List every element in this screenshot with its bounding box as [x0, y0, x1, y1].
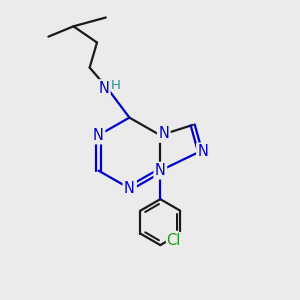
- Text: N: N: [92, 128, 103, 143]
- Text: N: N: [198, 144, 208, 159]
- Text: N: N: [158, 126, 169, 141]
- Text: N: N: [98, 81, 109, 96]
- Text: N: N: [124, 181, 135, 196]
- Text: N: N: [155, 163, 166, 178]
- Text: H: H: [111, 79, 121, 92]
- Text: N: N: [124, 181, 135, 196]
- Text: Cl: Cl: [167, 232, 181, 247]
- Text: N: N: [93, 128, 104, 143]
